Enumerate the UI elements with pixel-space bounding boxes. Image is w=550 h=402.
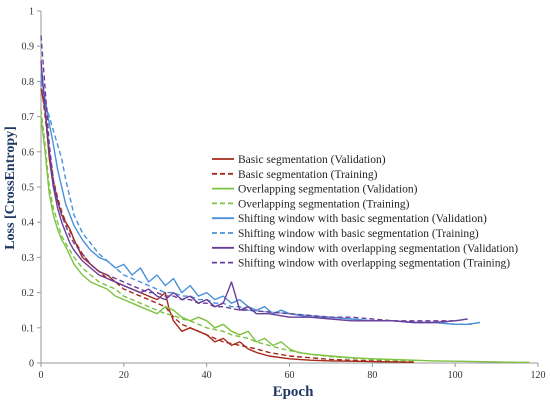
y-tick-label: 0.7 [22, 112, 35, 123]
x-tick-label: 100 [448, 370, 463, 381]
x-tick-label: 20 [119, 370, 129, 381]
legend-label-3: Overlapping segmentation (Validation) [238, 184, 418, 196]
legend-label-2: Basic segmentation (Training) [238, 169, 378, 181]
series-layer [40, 35, 530, 363]
y-tick-label: 0.1 [22, 323, 35, 334]
x-axis-label: Epoch [273, 384, 315, 400]
legend-label-1: Basic segmentation (Validation) [238, 154, 386, 166]
y-tick-label: 0.3 [22, 253, 35, 264]
y-axis-label: Loss [CrossEntropy] [3, 126, 18, 250]
y-tick-label: 0.6 [22, 147, 35, 158]
y-tick-label: 0 [29, 359, 34, 370]
x-tick-label: 60 [285, 370, 295, 381]
x-tick-label: 120 [531, 370, 546, 381]
series-line-4 [40, 109, 414, 362]
legend-label-7: Shifting window with overlapping segment… [238, 243, 518, 255]
series-line-5 [40, 74, 481, 325]
series-line-6 [40, 81, 472, 325]
legend-label-6: Shifting window with basic segmentation … [238, 228, 479, 240]
x-tick-label: 80 [367, 370, 377, 381]
x-tick-label: 0 [39, 370, 44, 381]
y-tick-label: 0.9 [22, 42, 35, 53]
series-line-2 [40, 81, 414, 363]
series-line-7 [40, 60, 468, 324]
legend-label-4: Overlapping segmentation (Training) [238, 198, 410, 210]
legend-label-8: Shifting window with overlapping segment… [238, 258, 510, 270]
y-tick-label: 0.8 [22, 77, 35, 88]
legend: Basic segmentation (Validation) Basic seg… [212, 154, 518, 270]
axes: 0 20 40 60 80 100 120 0 0.1 0.2 0.3 0.4 0.5 0.6 0.7 0.8… [22, 7, 546, 382]
y-tick-label: 0.2 [22, 288, 35, 299]
legend-label-5: Shifting window with basic segmentation … [238, 213, 487, 225]
y-tick-label: 1 [29, 7, 34, 18]
x-tick-label: 40 [202, 370, 212, 381]
y-tick-label: 0.5 [22, 183, 35, 194]
y-tick-label: 0.4 [22, 218, 35, 229]
